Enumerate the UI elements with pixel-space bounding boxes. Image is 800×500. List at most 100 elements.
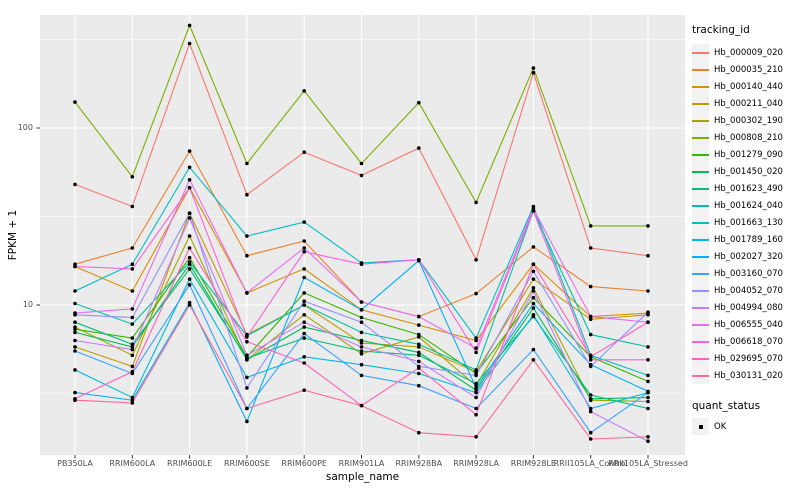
data-point-Hb_000808_210 <box>359 161 364 166</box>
data-point-Hb_001789_160 <box>588 406 593 411</box>
data-point-Hb_000035_210 <box>187 149 192 153</box>
legend-key-swatch <box>692 265 709 282</box>
legend-item-label: Hb_006618_070 <box>714 336 783 347</box>
data-point-Hb_001450_020 <box>531 306 536 310</box>
y-tick-label: 10 <box>22 300 33 309</box>
legend-key-swatch <box>692 299 709 316</box>
data-point-Hb_000211_040 <box>417 345 421 349</box>
data-point-Hb_004052_070 <box>646 310 650 315</box>
data-point-Hb_030131_020 <box>73 398 77 403</box>
data-point-Hb_004994_080 <box>359 345 364 349</box>
legend-key-swatch <box>692 78 709 95</box>
panel-background <box>40 15 685 455</box>
legend-key-swatch <box>692 44 709 61</box>
data-point-Hb_003160_070 <box>646 390 650 395</box>
data-point-Hb_003160_070 <box>474 406 478 411</box>
legend-key-swatch <box>692 197 709 214</box>
legend-item: Hb_001663_130 <box>692 214 800 231</box>
data-point-Hb_003160_070 <box>359 373 364 378</box>
data-point-Hb_006618_070 <box>646 358 650 362</box>
data-point-Hb_004994_080 <box>417 359 421 364</box>
x-tick-label: RRIM600LA <box>109 459 156 468</box>
data-point-Hb_006555_040 <box>417 314 421 319</box>
data-point-Hb_003160_070 <box>417 383 421 388</box>
data-point-Hb_001623_490 <box>646 406 650 411</box>
data-point-Hb_000808_210 <box>474 200 478 205</box>
legend-line-icon <box>692 85 709 88</box>
data-point-Hb_001624_040 <box>359 330 364 335</box>
legend-item-label: Hb_004052_070 <box>714 285 783 296</box>
data-point-Hb_006618_070 <box>417 258 421 262</box>
black-square-point-icon <box>698 424 703 429</box>
data-point-Hb_001450_020 <box>130 345 135 349</box>
data-point-Hb_001623_490 <box>302 336 307 340</box>
data-point-Hb_004052_070 <box>474 373 478 378</box>
data-point-Hb_000211_040 <box>73 345 77 349</box>
legend-item: Hb_001623_490 <box>692 180 800 197</box>
data-point-Hb_000009_020 <box>187 41 192 46</box>
legend-item: Hb_001450_020 <box>692 163 800 180</box>
data-point-Hb_000808_210 <box>588 224 593 228</box>
legend: tracking_id Hb_000009_020 Hb_000035_210 Hb… <box>692 24 800 435</box>
legend-key-swatch <box>692 231 709 248</box>
legend-line-icon <box>692 289 709 292</box>
data-point-Hb_000035_210 <box>588 284 593 289</box>
data-point-Hb_001450_020 <box>646 395 650 400</box>
data-point-Hb_001789_160 <box>417 371 421 376</box>
data-point-Hb_001789_160 <box>73 368 77 372</box>
data-point-Hb_001624_040 <box>588 332 593 337</box>
data-point-Hb_004994_080 <box>73 338 77 343</box>
legend-item-label: Hb_000302_190 <box>714 115 783 126</box>
data-point-Hb_001450_020 <box>359 338 364 343</box>
x-tick-label: RRII105LA_Control <box>553 459 628 468</box>
data-point-Hb_001450_020 <box>417 350 421 355</box>
data-point-Hb_006618_070 <box>245 335 249 339</box>
data-point-Hb_030131_020 <box>588 437 593 441</box>
data-point-Hb_001663_130 <box>73 289 77 293</box>
data-point-Hb_006618_070 <box>73 264 77 269</box>
data-point-Hb_002027_320 <box>245 419 249 424</box>
data-point-Hb_000211_040 <box>588 317 593 322</box>
legend-item: Hb_001624_040 <box>692 197 800 214</box>
legend-item: Hb_000211_040 <box>692 95 800 112</box>
legend-item: Hb_003160_070 <box>692 265 800 282</box>
data-point-Hb_001623_490 <box>245 356 249 361</box>
x-tick-label: RRIM600SE <box>224 459 270 468</box>
data-point-Hb_001663_130 <box>245 234 249 238</box>
legend-item-label: Hb_001450_020 <box>714 166 783 177</box>
data-point-Hb_001624_040 <box>73 301 77 306</box>
data-point-Hb_001624_040 <box>474 368 478 372</box>
data-point-Hb_000009_020 <box>302 150 307 154</box>
data-point-Hb_002027_320 <box>359 308 364 312</box>
x-axis-title: sample_name <box>325 471 400 483</box>
legend-key-swatch <box>692 61 709 78</box>
data-point-Hb_006555_040 <box>302 246 307 250</box>
data-point-Hb_006618_070 <box>359 262 364 267</box>
data-point-Hb_006618_070 <box>531 209 536 213</box>
data-point-Hb_004994_080 <box>531 289 536 293</box>
data-point-Hb_029695_070 <box>130 369 135 374</box>
data-point-Hb_000302_190 <box>187 234 192 238</box>
data-point-Hb_004994_080 <box>245 353 249 358</box>
data-point-Hb_001789_160 <box>474 390 478 395</box>
legend-line-icon <box>692 306 709 309</box>
legend-item: Hb_000808_210 <box>692 129 800 146</box>
data-point-Hb_001789_160 <box>359 362 364 367</box>
data-point-Hb_001623_490 <box>359 349 364 353</box>
legend-item-label: Hb_000808_210 <box>714 132 783 143</box>
legend-item-label: Hb_001789_160 <box>714 234 783 245</box>
data-point-Hb_001279_090 <box>359 315 364 320</box>
data-point-Hb_001624_040 <box>646 345 650 349</box>
legend-key-swatch <box>692 333 709 350</box>
legend-line-icon <box>692 374 709 377</box>
data-point-Hb_006555_040 <box>245 291 249 295</box>
data-point-Hb_000009_020 <box>531 71 536 75</box>
legend-title-tracking-id: tracking_id <box>692 24 750 36</box>
legend-item: Hb_001789_160 <box>692 231 800 248</box>
legend-key-swatch <box>692 316 709 333</box>
quant-status-label: OK <box>714 421 727 432</box>
data-point-Hb_000808_210 <box>302 89 307 93</box>
data-point-Hb_004052_070 <box>531 269 536 274</box>
legend-item: Hb_002027_320 <box>692 248 800 265</box>
data-point-Hb_004052_070 <box>245 386 249 390</box>
